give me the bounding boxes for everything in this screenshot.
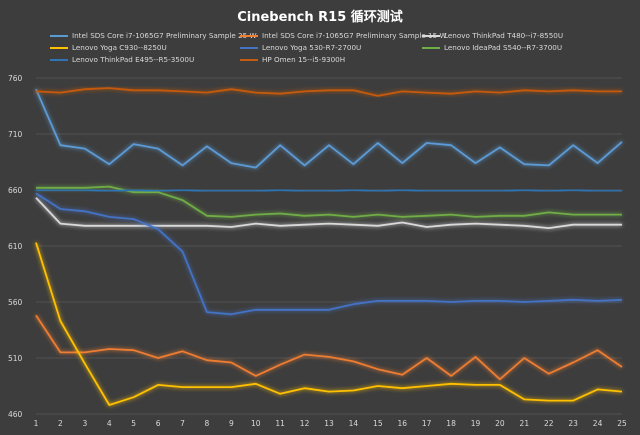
legend-label: Intel SDS Core i7-1065G7 Preliminary Sam… <box>72 31 257 40</box>
y-tick-label: 560 <box>8 298 23 307</box>
x-tick-label: 14 <box>349 419 359 428</box>
legend-swatch <box>50 47 68 49</box>
x-tick-label: 11 <box>275 419 285 428</box>
series-line-1 <box>35 88 623 169</box>
x-tick-label: 21 <box>520 419 530 428</box>
x-tick-label: 17 <box>422 419 432 428</box>
legend-swatch <box>422 35 440 37</box>
x-tick-label: 23 <box>568 419 578 428</box>
legend-label: HP Omen 15--i5-9300H <box>262 55 346 64</box>
y-tick-label: 760 <box>8 74 23 83</box>
series-line-6 <box>36 185 622 218</box>
legend-swatch <box>50 59 68 61</box>
chart-title: Cinebench R15 循环测试 <box>237 10 403 25</box>
series-line-2 <box>35 314 623 381</box>
x-tick-label: 13 <box>324 419 334 428</box>
x-tick-label: 24 <box>593 419 603 428</box>
x-tick-label: 15 <box>373 419 383 428</box>
legend-label: Lenovo ThinkPad E495--R5-3500U <box>72 55 195 64</box>
x-tick-label: 25 <box>617 419 627 428</box>
legend-swatch <box>422 47 440 49</box>
legend-label: Lenovo ThinkPad T480--i7-8550U <box>444 31 564 40</box>
x-tick-label: 8 <box>205 419 210 428</box>
y-tick-label: 460 <box>8 410 23 419</box>
x-tick-label: 19 <box>471 419 481 428</box>
x-tick-label: 5 <box>131 419 136 428</box>
series-line-8 <box>35 87 622 97</box>
series-line-3 <box>35 197 622 230</box>
y-tick-label: 610 <box>8 242 23 251</box>
x-tick-label: 4 <box>107 419 112 428</box>
y-tick-label: 660 <box>8 186 23 195</box>
x-tick-label: 16 <box>397 419 407 428</box>
x-tick-label: 7 <box>180 419 185 428</box>
x-tick-label: 9 <box>229 419 234 428</box>
x-tick-label: 1 <box>34 419 39 428</box>
series-line-4 <box>35 242 623 406</box>
x-tick-label: 2 <box>58 419 63 428</box>
x-tick-label: 12 <box>300 419 310 428</box>
legend-label: Lenovo IdeaPad S540--R7-3700U <box>444 43 563 52</box>
x-tick-label: 22 <box>544 419 554 428</box>
legend-label: Lenovo Yoga 530-R7-2700U <box>262 43 362 52</box>
x-tick-label: 6 <box>156 419 161 428</box>
y-tick-label: 510 <box>8 354 23 363</box>
x-tick-label: 10 <box>251 419 261 428</box>
x-tick-label: 3 <box>82 419 87 428</box>
legend-label: Intel SDS Core i7-1065G7 Preliminary Sam… <box>262 31 447 40</box>
x-tick-label: 20 <box>495 419 505 428</box>
y-tick-label: 710 <box>8 130 23 139</box>
series-line-5 <box>35 192 623 316</box>
x-tick-label: 18 <box>446 419 456 428</box>
legend-swatch <box>240 35 258 37</box>
legend-swatch <box>240 47 258 49</box>
legend-swatch <box>240 59 258 61</box>
legend-label: Lenovo Yoga C930--8250U <box>72 43 167 52</box>
legend-swatch <box>50 35 68 37</box>
series-line-7 <box>36 189 622 193</box>
